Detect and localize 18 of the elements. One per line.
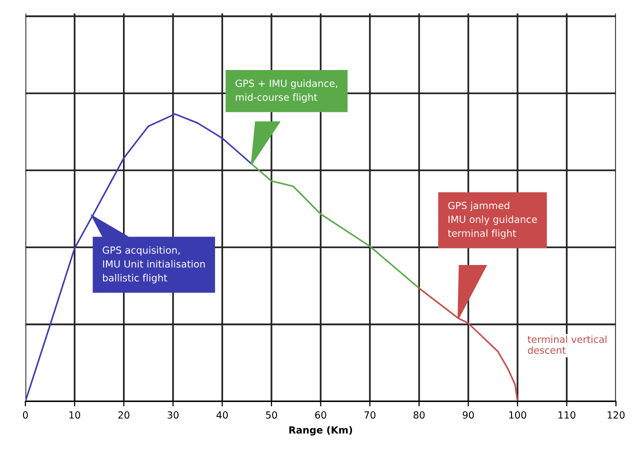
x-tick-label: 50 xyxy=(266,411,277,419)
x-tick-label: 40 xyxy=(216,411,228,419)
x-tick-label: 90 xyxy=(462,411,474,419)
x-tick-label: 20 xyxy=(118,411,130,419)
text: GPS + IMU guidance, mid-course flight xyxy=(236,79,338,103)
x-tick-label: 110 xyxy=(558,411,576,419)
x-tick-label: 120 xyxy=(608,411,625,419)
x-tick-label: 60 xyxy=(315,411,326,419)
annotation: terminal vertical descent xyxy=(528,335,606,354)
annotation: GPS jammed IMU only guidance terminal flight xyxy=(448,202,537,239)
x-tick-label: 70 xyxy=(364,411,376,419)
x-tick-label: 100 xyxy=(509,411,526,419)
x-axis-title: Range (Km) xyxy=(289,426,352,436)
x-tick-label: 30 xyxy=(168,411,179,419)
x-tick-label: 80 xyxy=(414,411,425,419)
annotation: GPS acquisition, IMU Unit initialisation ballistic flight xyxy=(102,246,205,284)
x-tick-label: 0 xyxy=(22,411,28,419)
x-tick-label: 10 xyxy=(69,411,80,419)
